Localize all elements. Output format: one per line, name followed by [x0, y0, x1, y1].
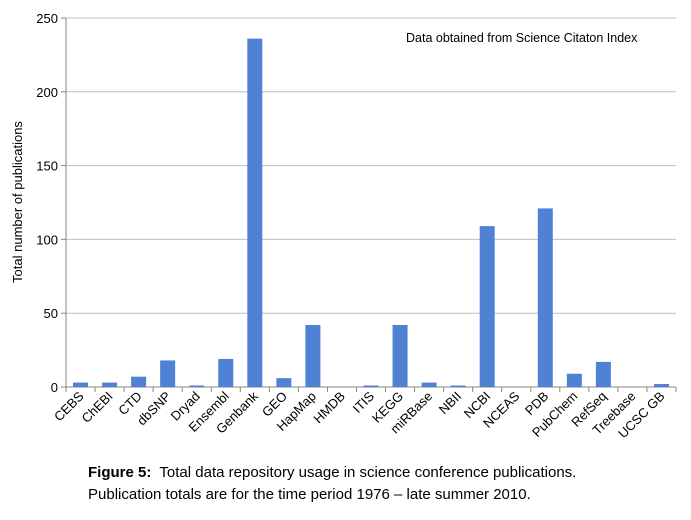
caption-line-2: Publication totals are for the time peri…: [88, 486, 531, 503]
bar-ncbi: [479, 226, 495, 387]
bars: [73, 38, 669, 387]
bar-dbsnp: [160, 360, 176, 387]
source-annotation: Data obtained from Science Citaton Index: [406, 31, 638, 45]
x-tick-label: NBII: [436, 389, 464, 417]
bar-genbank: [247, 38, 263, 387]
bar-hapmap: [305, 325, 321, 387]
figure-caption: Figure 5: Total data repository usage in…: [88, 462, 668, 506]
bar-cebs: [73, 382, 89, 387]
caption-text-1: Total data repository usage in science c…: [159, 464, 577, 481]
y-tick-label: 100: [36, 232, 58, 247]
bar-ensembl: [218, 358, 234, 387]
bar-dryad: [189, 385, 205, 387]
bar-pubchem: [566, 373, 582, 387]
bar-nbii: [450, 385, 466, 387]
x-tick-label: HMDB: [310, 389, 348, 427]
x-tick-label: ChEBI: [79, 389, 116, 426]
y-tick-label: 50: [44, 306, 58, 321]
bar-mirbase: [421, 382, 437, 387]
axes: [61, 17, 677, 392]
bar-kegg: [392, 325, 408, 387]
bar-chebi: [102, 382, 118, 387]
caption-line-1: Figure 5: Total data repository usage in…: [88, 462, 668, 484]
gridlines: [66, 17, 676, 314]
bar-geo: [276, 378, 292, 387]
y-axis-title: Total number of publications: [10, 121, 25, 283]
bar-refseq: [595, 361, 611, 387]
y-tick-label: 0: [51, 380, 58, 395]
bar-itis: [363, 385, 379, 387]
y-tick-label: 150: [36, 159, 58, 174]
caption-label: Figure 5:: [88, 464, 152, 481]
y-tick-labels: 0 50 100 150 200 250: [36, 11, 58, 395]
y-tick-label: 200: [36, 85, 58, 100]
bar-ucsc-gb: [653, 384, 669, 387]
bar-pdb: [537, 208, 553, 387]
y-tick-label: 250: [36, 11, 58, 26]
bar-ctd: [131, 376, 147, 387]
